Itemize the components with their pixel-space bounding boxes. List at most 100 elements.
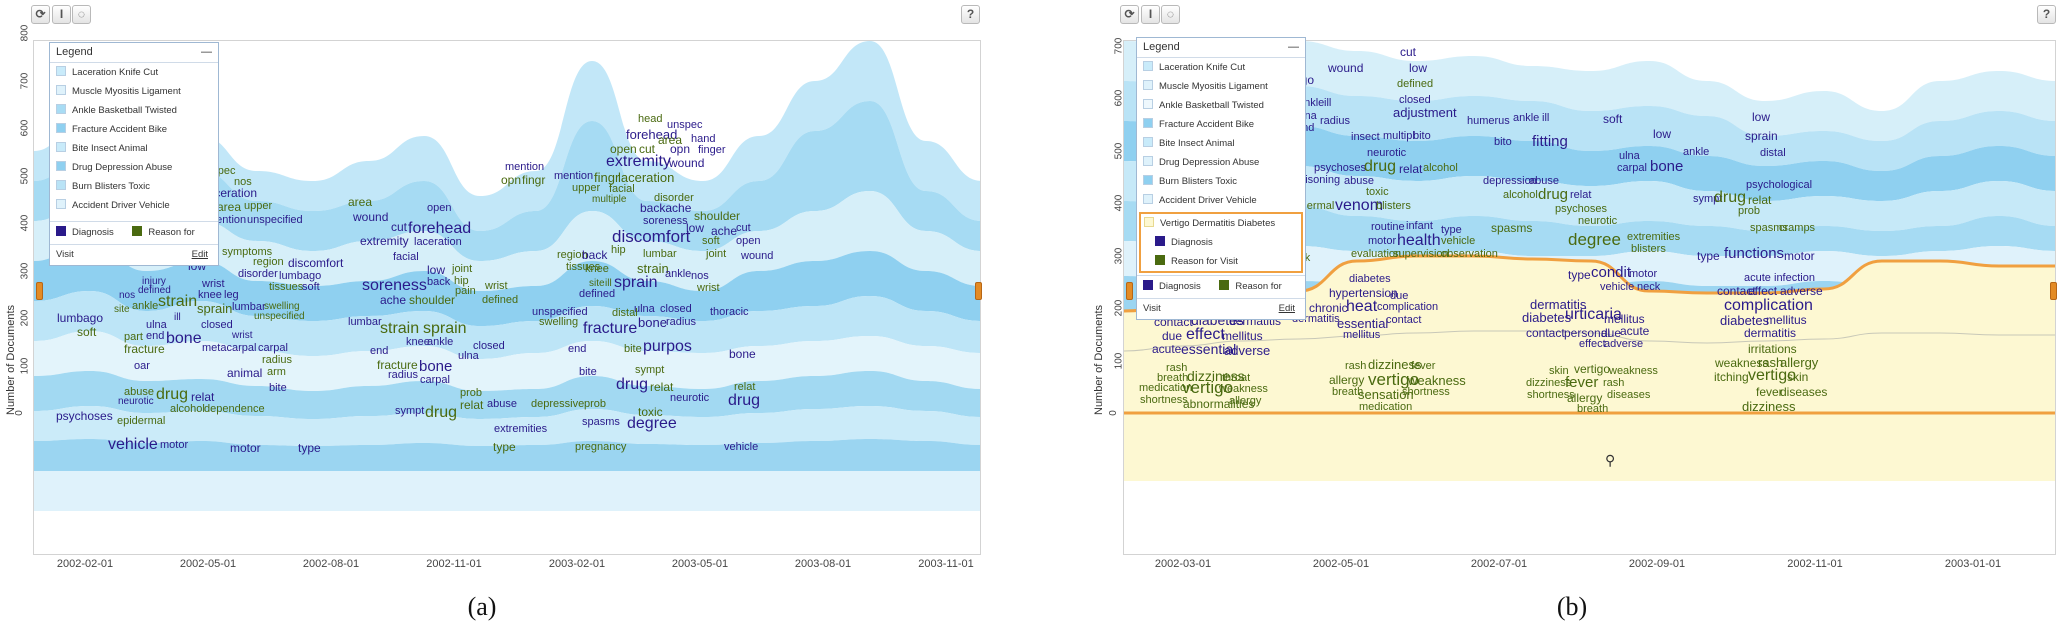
topic-word[interactable]: spasms xyxy=(582,416,620,428)
topic-word[interactable]: infant xyxy=(1406,220,1433,232)
topic-word[interactable]: drug xyxy=(1538,186,1569,203)
topic-word[interactable]: shoulder xyxy=(694,209,741,223)
topic-word[interactable]: cut xyxy=(391,220,408,234)
topic-word[interactable]: alcohol xyxy=(1423,162,1458,174)
topic-word[interactable]: leg xyxy=(224,289,239,301)
stream-layer[interactable] xyxy=(34,101,981,261)
topic-word[interactable]: contact xyxy=(1717,284,1756,298)
topic-word[interactable]: wound xyxy=(669,156,705,170)
minimize-icon[interactable]: — xyxy=(201,46,212,58)
topic-word[interactable]: sympt xyxy=(395,405,425,417)
topic-word[interactable]: dermatitis xyxy=(1744,326,1797,340)
topic-word[interactable]: mellitus xyxy=(1766,313,1807,327)
topic-word[interactable]: open xyxy=(736,235,761,247)
topic-word[interactable]: fingr xyxy=(522,173,546,187)
topic-word[interactable]: lumbar xyxy=(643,248,677,260)
topic-word[interactable]: abnormalities xyxy=(1183,397,1255,411)
topic-word[interactable]: ankle xyxy=(132,300,159,312)
topic-word[interactable]: lumbago xyxy=(57,311,104,325)
topic-word[interactable]: nos xyxy=(119,290,136,301)
topic-word[interactable]: radius xyxy=(388,369,418,381)
topic-word[interactable]: defined xyxy=(482,294,519,306)
topic-word[interactable]: supervision xyxy=(1393,248,1449,260)
topic-word[interactable]: evaluation xyxy=(1351,248,1402,260)
topic-word[interactable]: ulna xyxy=(1296,110,1317,122)
topic-word[interactable]: mellitus xyxy=(1343,329,1381,341)
topic-word[interactable]: unspecified xyxy=(532,306,588,318)
topic-word[interactable]: disorder xyxy=(238,268,278,280)
topic-word[interactable]: effect xyxy=(1748,284,1778,298)
topic-word[interactable]: multipl xyxy=(1383,130,1415,142)
topic-word[interactable]: neurotic xyxy=(1578,215,1618,227)
topic-word[interactable]: adverse xyxy=(1224,343,1271,358)
topic-word[interactable]: area xyxy=(217,200,242,214)
topic-word[interactable]: health xyxy=(1397,232,1441,249)
topic-word[interactable]: drug xyxy=(1364,158,1397,175)
stream-layer[interactable] xyxy=(34,471,981,511)
topic-word[interactable]: fracture xyxy=(583,320,638,337)
topic-word[interactable]: symptoms xyxy=(222,246,273,258)
legend-panel[interactable]: Legend — Laceration Knife Cut Muscle Myo… xyxy=(1136,37,1306,320)
topic-word[interactable]: essential xyxy=(1337,316,1389,331)
topic-word[interactable]: mention xyxy=(505,161,545,173)
topic-word[interactable]: prob xyxy=(584,398,607,410)
minimize-icon[interactable]: — xyxy=(1288,41,1299,53)
topic-word[interactable]: ulna xyxy=(1619,150,1640,162)
stream-layer[interactable] xyxy=(1124,330,2056,352)
topic-word[interactable]: soreness xyxy=(643,215,688,227)
topic-word[interactable]: mention xyxy=(554,170,594,182)
stream-layer[interactable] xyxy=(34,241,981,326)
topic-word[interactable]: urticaria xyxy=(1565,306,1622,323)
topic-word[interactable]: neurotic xyxy=(670,392,710,404)
topic-word[interactable]: motor xyxy=(1784,249,1815,263)
legend-group-highlight[interactable]: Vertigo Dermatitis Diabetes Diagnosis Re… xyxy=(1139,212,1303,273)
topic-word[interactable]: contact xyxy=(1526,326,1565,340)
topic-word[interactable]: chronic xyxy=(1309,301,1348,315)
topic-word[interactable]: neck xyxy=(1637,281,1661,293)
topic-word[interactable]: diseases xyxy=(1780,385,1828,399)
topic-word[interactable]: prob xyxy=(1738,205,1761,217)
stream-layer[interactable] xyxy=(34,331,981,391)
legend-item[interactable]: Drug Depression Abuse xyxy=(50,158,218,177)
stream-layer[interactable] xyxy=(1124,41,2056,141)
topic-word[interactable]: joint xyxy=(452,263,473,275)
topic-word[interactable]: motor xyxy=(160,439,189,451)
help-button[interactable]: ? xyxy=(961,5,980,24)
topic-word[interactable]: open xyxy=(427,202,452,214)
topic-word[interactable]: rash xyxy=(1345,360,1367,372)
topic-word[interactable]: forehead xyxy=(408,220,472,237)
topic-word[interactable]: opn xyxy=(670,142,691,156)
topic-word[interactable]: rash xyxy=(1166,362,1188,374)
topic-word[interactable]: personal xyxy=(1564,326,1611,340)
topic-word[interactable]: humerus xyxy=(1467,115,1510,127)
topic-word[interactable]: ache xyxy=(380,293,407,307)
topic-word[interactable]: discomfort xyxy=(612,227,691,246)
topic-word[interactable]: infection xyxy=(1774,272,1815,284)
topic-word[interactable]: contact xyxy=(1386,314,1422,326)
text-cursor-icon[interactable]: I xyxy=(52,5,71,24)
topic-word[interactable]: site xyxy=(114,304,130,315)
topic-word[interactable]: due xyxy=(1390,290,1409,302)
topic-word[interactable]: blisters xyxy=(1376,200,1411,212)
topic-word[interactable]: sympt xyxy=(1693,193,1723,205)
topic-word[interactable]: routine xyxy=(1371,221,1405,233)
topic-word[interactable]: wrist xyxy=(202,278,225,290)
topic-word[interactable]: medication xyxy=(1359,401,1413,413)
legend-item[interactable]: Drug Depression Abuse xyxy=(1137,153,1305,172)
topic-word[interactable]: site xyxy=(589,278,605,289)
topic-word[interactable]: hand xyxy=(691,133,716,145)
topic-word[interactable]: defined xyxy=(579,288,616,300)
left-range-handle[interactable] xyxy=(1126,282,1133,300)
topic-word[interactable]: shoulder xyxy=(409,293,456,307)
topic-word[interactable]: fever xyxy=(1756,385,1783,399)
topic-word[interactable]: multiple xyxy=(592,194,627,205)
topic-word[interactable]: medication xyxy=(1139,382,1193,394)
topic-word[interactable]: abuse xyxy=(1344,175,1374,187)
topic-word[interactable]: allergy xyxy=(1780,355,1819,370)
topic-word[interactable]: nos xyxy=(234,176,252,188)
legend-item[interactable]: Ankle Basketball Twisted xyxy=(1137,96,1305,115)
legend-item[interactable]: Burn Blisters Toxic xyxy=(50,177,218,196)
topic-word[interactable]: dizziness xyxy=(1526,377,1572,389)
topic-word[interactable]: fingr xyxy=(594,170,620,185)
topic-word[interactable]: dependence xyxy=(204,403,265,415)
